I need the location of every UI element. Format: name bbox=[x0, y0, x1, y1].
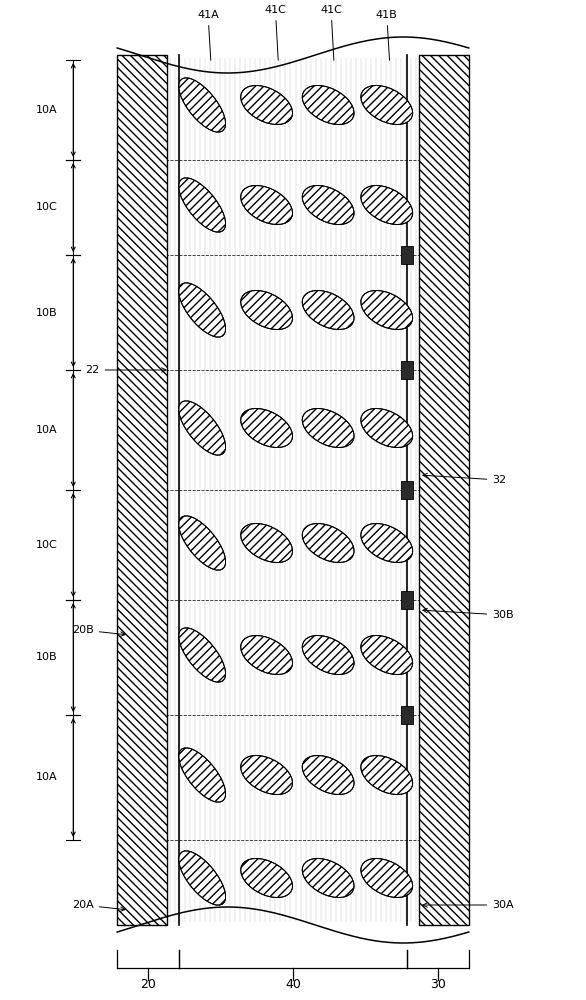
Ellipse shape bbox=[302, 635, 354, 675]
Text: 30A: 30A bbox=[423, 900, 514, 910]
Ellipse shape bbox=[241, 85, 292, 125]
Ellipse shape bbox=[302, 408, 354, 448]
Ellipse shape bbox=[241, 858, 292, 898]
Text: 20: 20 bbox=[140, 978, 156, 991]
Ellipse shape bbox=[302, 85, 354, 125]
Ellipse shape bbox=[179, 78, 226, 132]
Text: 40: 40 bbox=[285, 978, 301, 991]
Bar bbox=[401, 481, 413, 499]
Ellipse shape bbox=[241, 408, 292, 448]
Ellipse shape bbox=[241, 635, 292, 675]
Ellipse shape bbox=[361, 635, 413, 675]
Bar bbox=[401, 361, 413, 379]
Ellipse shape bbox=[179, 401, 226, 455]
Bar bbox=[117, 55, 167, 925]
Ellipse shape bbox=[241, 755, 292, 795]
Ellipse shape bbox=[361, 523, 413, 563]
Ellipse shape bbox=[302, 523, 354, 563]
Text: 32: 32 bbox=[423, 473, 506, 485]
Text: 41C: 41C bbox=[264, 5, 287, 60]
Ellipse shape bbox=[302, 858, 354, 898]
Bar bbox=[419, 55, 469, 925]
Ellipse shape bbox=[179, 851, 226, 905]
Text: 10C: 10C bbox=[36, 540, 58, 550]
Ellipse shape bbox=[179, 283, 226, 337]
Ellipse shape bbox=[361, 85, 413, 125]
Ellipse shape bbox=[361, 185, 413, 225]
Text: 30: 30 bbox=[430, 978, 446, 991]
Ellipse shape bbox=[361, 755, 413, 795]
Ellipse shape bbox=[361, 408, 413, 448]
Text: 10B: 10B bbox=[36, 652, 57, 662]
Ellipse shape bbox=[302, 290, 354, 330]
Ellipse shape bbox=[179, 516, 226, 570]
Ellipse shape bbox=[302, 755, 354, 795]
Bar bbox=[167, 55, 419, 925]
Text: 10B: 10B bbox=[36, 308, 57, 318]
Ellipse shape bbox=[179, 178, 226, 232]
Text: 20B: 20B bbox=[72, 625, 125, 636]
Bar bbox=[401, 591, 413, 609]
Text: 10C: 10C bbox=[36, 202, 58, 213]
Text: 20A: 20A bbox=[72, 900, 125, 911]
Bar bbox=[401, 706, 413, 724]
Text: 41B: 41B bbox=[376, 10, 398, 60]
Text: 41C: 41C bbox=[320, 5, 342, 60]
Ellipse shape bbox=[361, 858, 413, 898]
Bar bbox=[401, 246, 413, 264]
Text: 10A: 10A bbox=[36, 772, 57, 782]
Ellipse shape bbox=[302, 185, 354, 225]
Text: 10A: 10A bbox=[36, 425, 57, 435]
Text: 22: 22 bbox=[86, 365, 166, 375]
Ellipse shape bbox=[241, 523, 292, 563]
Ellipse shape bbox=[241, 185, 292, 225]
Ellipse shape bbox=[241, 290, 292, 330]
Ellipse shape bbox=[179, 748, 226, 802]
Text: 41A: 41A bbox=[197, 10, 219, 60]
Ellipse shape bbox=[361, 290, 413, 330]
Text: 10A: 10A bbox=[36, 105, 57, 115]
Ellipse shape bbox=[179, 628, 226, 682]
Text: 30B: 30B bbox=[423, 608, 514, 620]
